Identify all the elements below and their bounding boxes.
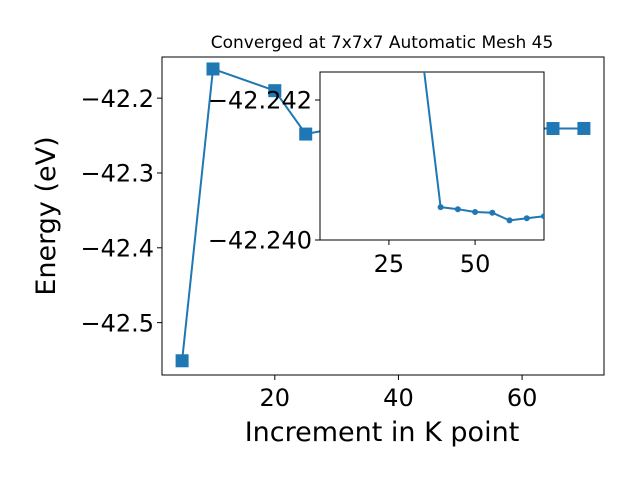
inset-series — [423, 72, 544, 224]
data-point — [489, 209, 496, 216]
inset-plot-area: 25 50 −42.242 −42.240 — [208, 71, 545, 278]
y-tick-label: −42.3 — [80, 160, 154, 188]
y-tick-label: −42.242 — [208, 87, 312, 115]
y-tick-label: −42.2 — [80, 85, 154, 113]
main-y-axis-ticks: −42.2 −42.3 −42.4 −42.5 — [80, 85, 162, 337]
main-x-axis-ticks: 20 40 60 — [260, 375, 538, 412]
data-point — [206, 62, 220, 76]
x-tick-label: 50 — [460, 250, 491, 278]
data-point — [268, 84, 282, 98]
data-point — [523, 215, 530, 222]
data-point — [506, 217, 513, 224]
chart-title: Converged at 7x7x7 Automatic Mesh 45 — [211, 33, 554, 53]
y-tick-label: −42.5 — [80, 309, 154, 337]
x-tick-label: 20 — [260, 384, 291, 412]
data-point — [541, 213, 544, 220]
y-axis-label: Energy (eV) — [31, 136, 62, 295]
data-point — [175, 354, 189, 368]
data-point — [546, 122, 560, 136]
main-axes-frame — [161, 56, 605, 376]
inset-y-axis-ticks: −42.242 −42.240 — [208, 87, 320, 255]
inset-axes-frame — [319, 71, 545, 241]
y-tick-label: −42.240 — [208, 227, 312, 255]
inset-x-axis-ticks: 25 50 — [374, 240, 491, 278]
data-point — [437, 204, 444, 211]
data-point — [454, 206, 461, 213]
data-point — [299, 127, 313, 141]
x-tick-label: 25 — [374, 250, 405, 278]
data-point — [472, 209, 479, 215]
data-point — [577, 121, 591, 135]
main-plot-area: 20 40 60 −42.2 −42.3 −42.4 −42.5 — [80, 56, 605, 412]
x-tick-label: 40 — [383, 384, 414, 412]
y-tick-label: −42.4 — [80, 234, 154, 262]
x-tick-label: 60 — [507, 384, 538, 412]
x-axis-label: Increment in K point — [245, 417, 520, 448]
